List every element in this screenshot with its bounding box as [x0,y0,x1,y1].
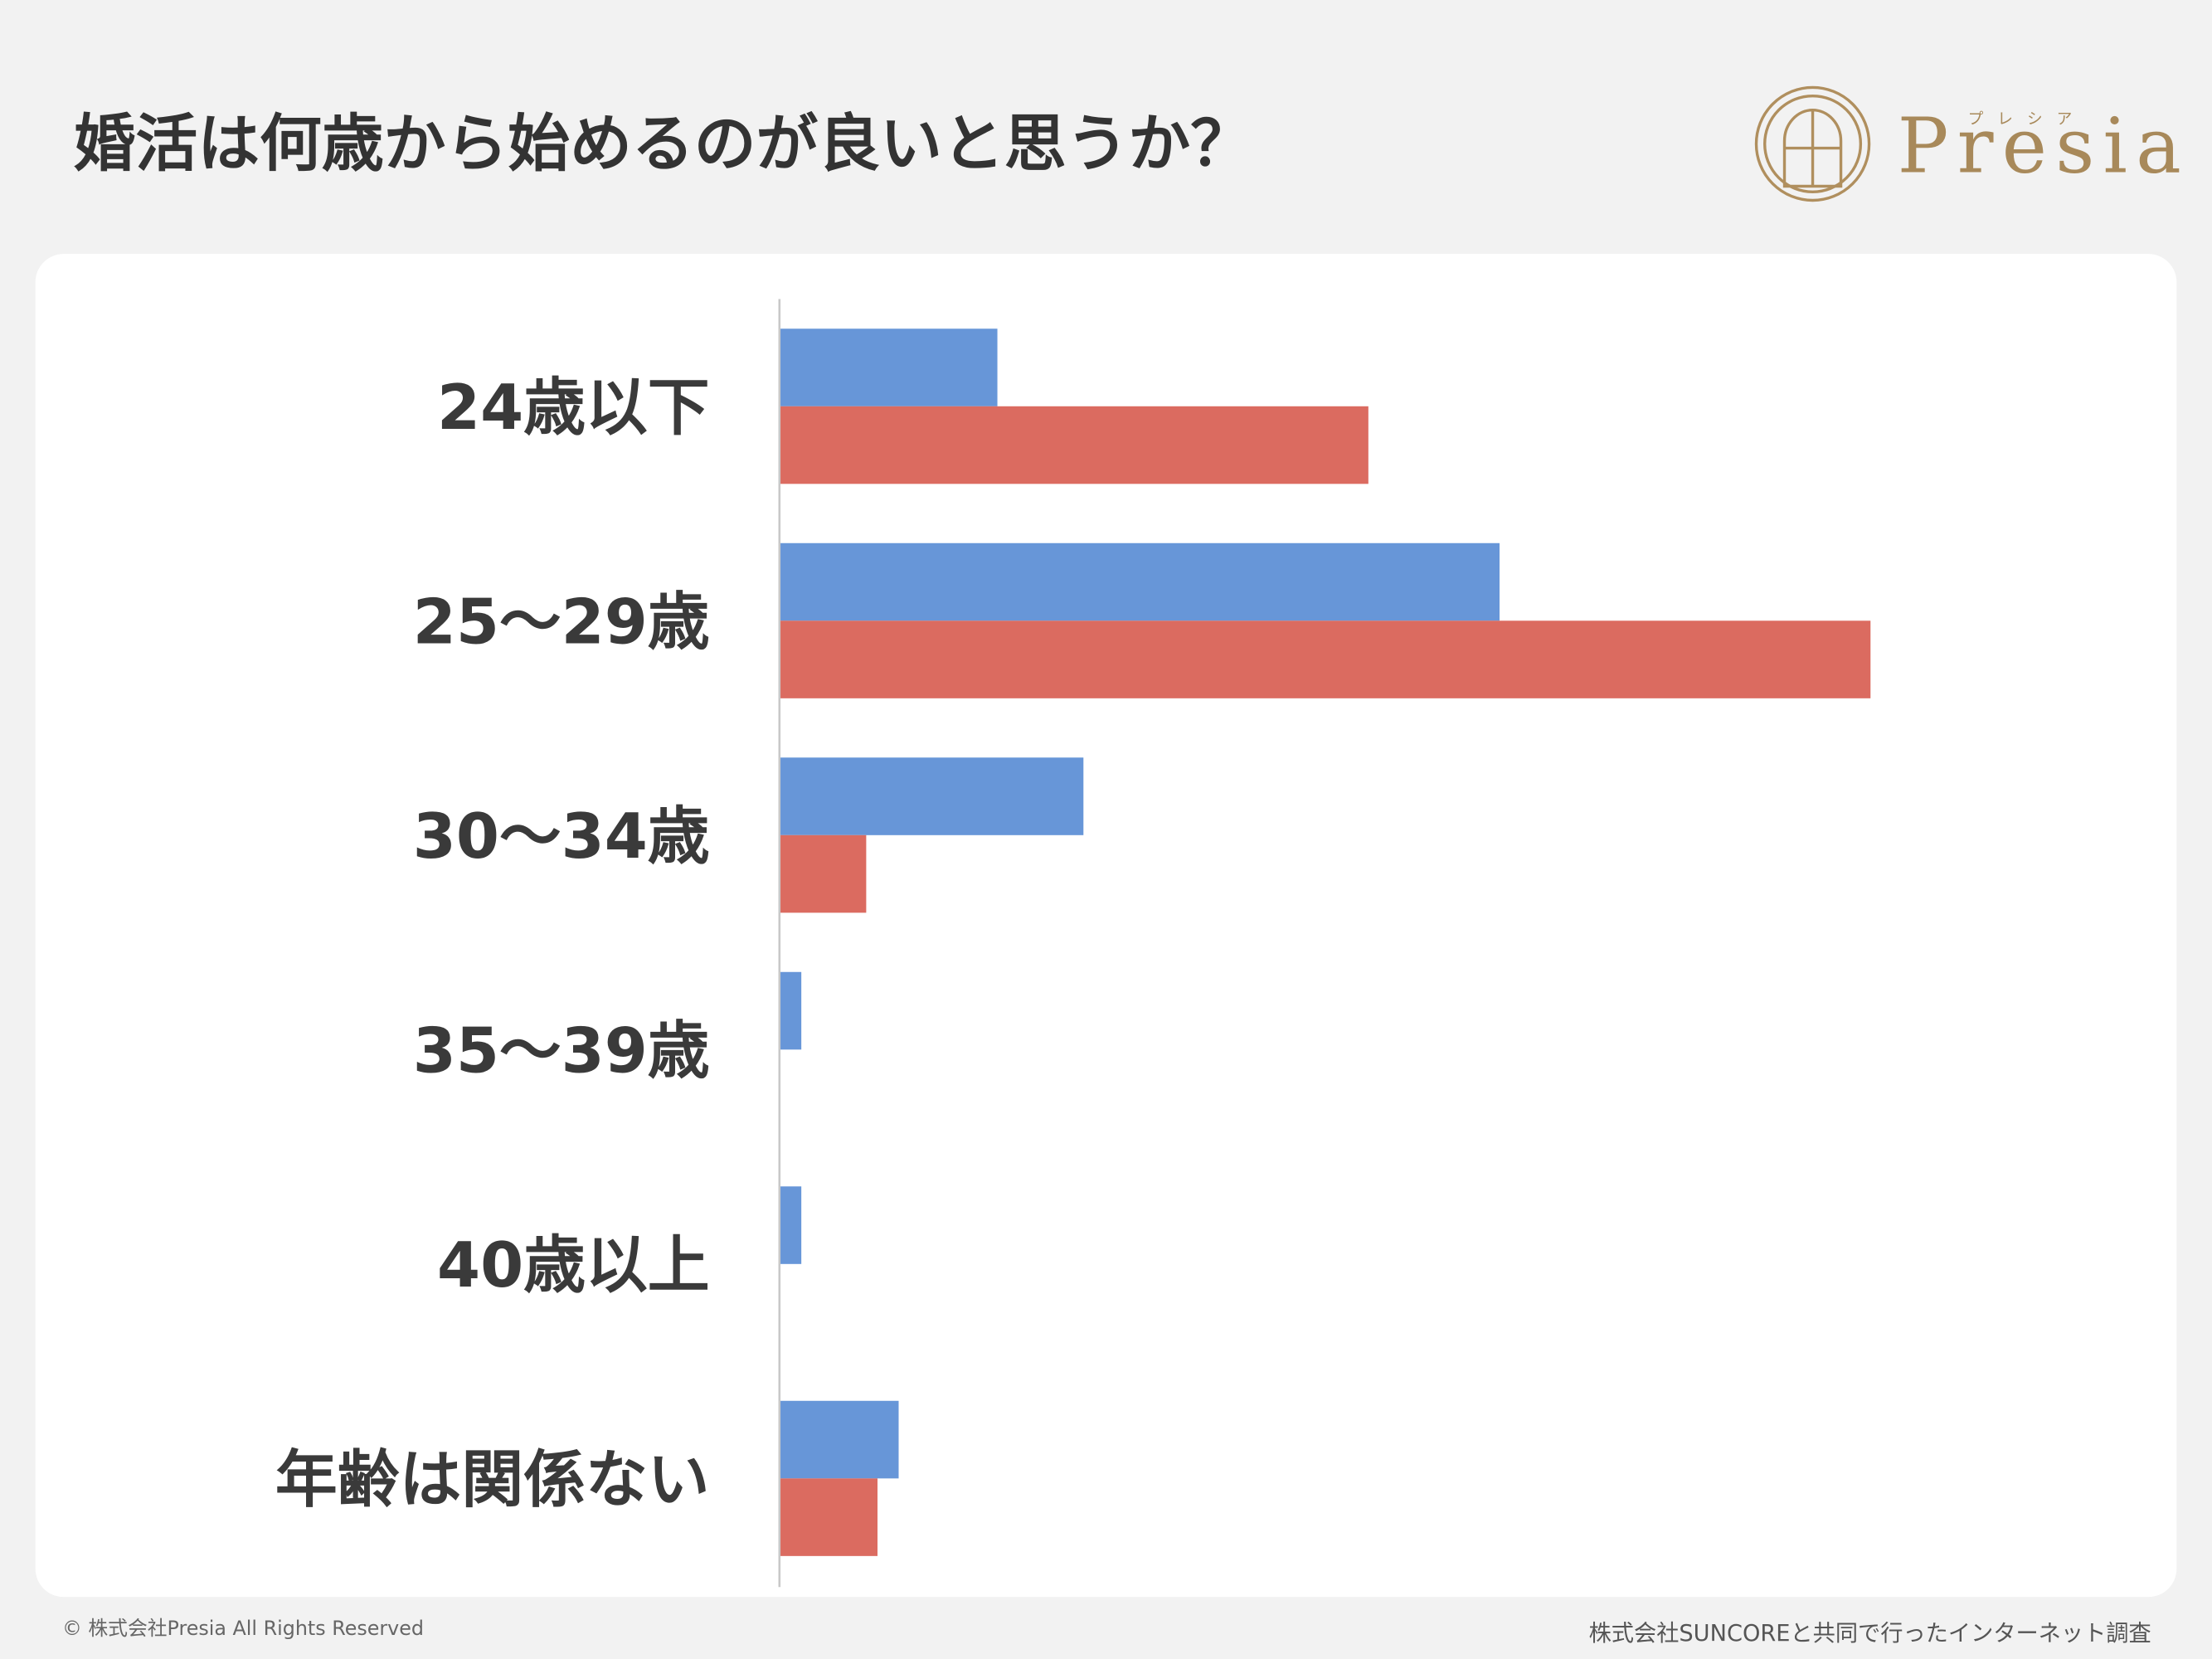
chart-title: 婚活は何歳から始めるのが良いと思うか？ [74,108,1252,180]
category-label: 35～39歳 [413,1015,710,1087]
bar [780,1186,802,1264]
logo-kana: プレシア [1968,111,2087,129]
category-label: 24歳以下 [437,372,710,444]
category-label: 年齢は関係ない [275,1444,710,1516]
bar [780,406,1369,484]
category-label: 25～29歳 [413,586,710,659]
logo [1754,85,1871,202]
bar [780,757,1084,835]
plot-card [35,254,2177,1598]
category-label: 40歳以上 [437,1229,710,1301]
bar [780,620,1871,698]
category-label: 30～34歳 [413,800,710,873]
logo-text: Presia [1898,101,2190,190]
bar [780,328,998,406]
bar [780,971,802,1050]
bar [780,1478,878,1556]
source-note: 株式会社SUNCOREと共同で行ったインターネット調査 [1589,1621,2151,1647]
bar [780,542,1500,621]
bar [780,834,867,913]
bar [780,1400,899,1479]
copyright: © 株式会社Presia All Rights Reserved [62,1617,424,1640]
